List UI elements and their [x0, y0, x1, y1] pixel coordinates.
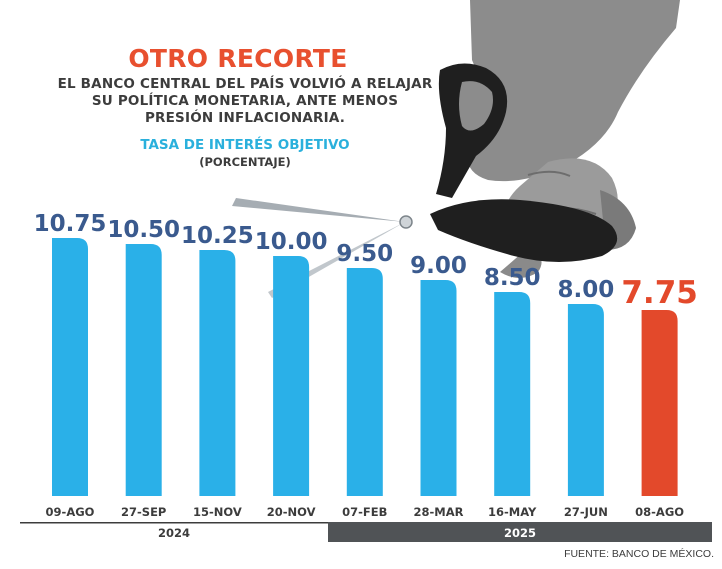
headline: OTRO RECORTE: [128, 44, 348, 73]
value-label: 10.50: [107, 217, 180, 243]
source-note: FUENTE: BANCO DE MÉXICO.: [564, 548, 714, 560]
chart-unit: (PORCENTAJE): [199, 155, 291, 169]
category-label: 09-AGO: [46, 505, 95, 519]
value-label: 9.50: [336, 241, 393, 267]
bar-16-may: [494, 292, 531, 496]
category-label: 08-AGO: [635, 505, 684, 519]
value-label: 7.75: [621, 275, 698, 311]
category-label: 27-SEP: [121, 505, 166, 519]
value-label: 10.25: [181, 223, 254, 249]
bar-27-jun: [567, 304, 604, 496]
value-label: 9.00: [410, 253, 467, 279]
chart-title: TASA DE INTERÉS OBJETIVO: [140, 137, 350, 153]
year-band-2024-line: [20, 522, 328, 524]
value-label: 10.00: [255, 229, 328, 255]
category-labels-group: 09-AGO 27-SEP 15-NOV 20-NOV 07-FEB 28-MAR 16-M…: [46, 505, 685, 519]
year-label-2025: 2025: [504, 526, 536, 540]
value-label: 8.00: [558, 277, 615, 303]
bar-27-sep: [125, 244, 162, 496]
year-band-group: 2024 2025: [20, 522, 712, 542]
category-label: 20-NOV: [267, 505, 316, 519]
scissors-icon: [232, 63, 618, 298]
bar-15-nov: [199, 250, 236, 496]
value-label: 8.50: [484, 265, 541, 291]
bar-20-nov: [273, 256, 310, 496]
subtitle-line-2: SU POLÍTICA MONETARIA, ANTE MENOS: [91, 93, 399, 109]
bar-09-ago: [52, 238, 88, 496]
value-label: 10.75: [34, 211, 107, 237]
year-band-2025: [328, 522, 712, 542]
year-label-2024: 2024: [158, 526, 190, 540]
subtitle-line-1: EL BANCO CENTRAL DEL PAÍS VOLVIÓ A RELAJ…: [57, 76, 433, 92]
category-label: 16-MAY: [488, 505, 537, 519]
category-label: 27-JUN: [564, 505, 608, 519]
subtitle-line-3: PRESIÓN INFLACIONARIA.: [144, 110, 346, 126]
category-label: 28-MAR: [414, 505, 464, 519]
bar-07-feb: [346, 268, 383, 496]
subtitle: EL BANCO CENTRAL DEL PAÍS VOLVIÓ A RELAJ…: [30, 76, 460, 127]
bar-08-ago: [641, 310, 678, 496]
category-label: 15-NOV: [193, 505, 242, 519]
bar-28-mar: [420, 280, 457, 496]
value-labels-group: 10.75 10.50 10.25 10.00 9.50 9.00 8.50 8.00 7.75: [34, 211, 698, 311]
bars-group: [52, 238, 678, 496]
category-label: 07-FEB: [342, 505, 387, 519]
